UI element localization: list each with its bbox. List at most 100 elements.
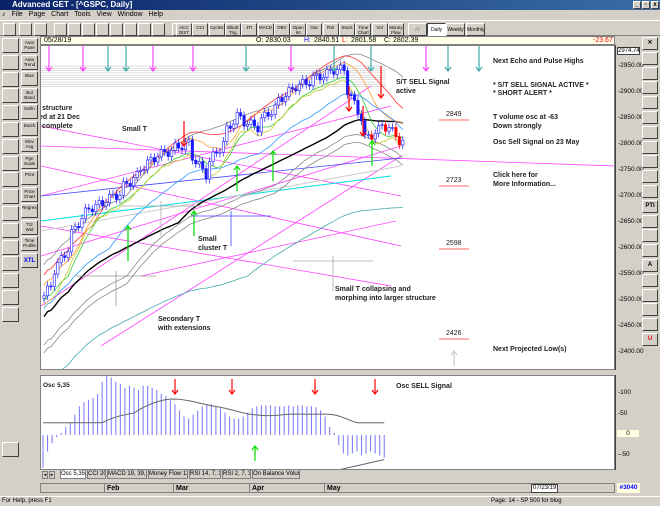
open-icon[interactable] (68, 23, 81, 36)
study-button-jti[interactable]: JTI (241, 23, 258, 36)
tab-osc-5-35[interactable]: Osc 5,35 (60, 470, 86, 479)
price-axis[interactable]: 2974.74 -2950.00 -2900.00 -2850.00 -2800.00… (615, 45, 644, 370)
grid-icon[interactable] (642, 214, 658, 228)
copy-icon[interactable] (642, 318, 658, 332)
rectangle-icon[interactable] (642, 155, 658, 169)
studies-icon[interactable] (2, 88, 19, 104)
expand-icon[interactable] (2, 222, 19, 238)
menu-view[interactable]: View (96, 11, 112, 18)
import-icon[interactable] (110, 23, 123, 36)
date-bar[interactable]: Feb Mar Apr May 07/23/19 (40, 483, 615, 493)
eraser-icon[interactable] (642, 185, 658, 198)
tool-bias[interactable]: Bias (21, 71, 38, 86)
tab-macd-19-39-9[interactable]: MACD 19, 39, 9 (107, 470, 147, 479)
marker-icon[interactable] (642, 288, 658, 302)
menu-window[interactable]: Window (117, 11, 143, 18)
tool-auto-pane[interactable]: Auto Pane (21, 38, 38, 53)
tab-scroll-left-button[interactable]: ◂ (42, 471, 48, 479)
new-icon[interactable] (54, 23, 67, 36)
maximize-button[interactable]: ▫ (642, 1, 650, 9)
tab-rsi-2-7-3[interactable]: RSI 2, 7, 3 (222, 470, 251, 479)
lines-icon[interactable] (2, 256, 19, 272)
study-button-money-flow[interactable]: Money Flow (387, 23, 404, 36)
tool-bol-band[interactable]: Bol Band (21, 87, 38, 103)
tool-auto-trend[interactable]: Auto Trend (21, 54, 38, 70)
menu-chart[interactable]: Chart (51, 11, 69, 18)
settings-icon[interactable] (152, 23, 165, 36)
tool-pgn-scale[interactable]: Pgn Scale (21, 153, 38, 169)
fan-icon[interactable] (642, 140, 658, 154)
text-icon[interactable]: A (642, 259, 658, 272)
study-button-open-int[interactable]: Open Int (290, 23, 307, 36)
study-button-acc-dist[interactable]: ACC DIST (176, 23, 192, 36)
more-info-link-1[interactable]: Click here for (493, 172, 538, 179)
study-button-stock[interactable]: Stock (339, 23, 355, 36)
info-icon[interactable] (642, 244, 658, 258)
tool-t-2-wid[interactable]: T/2 Wid (21, 219, 38, 235)
price-chart[interactable]: structure ed at 21 Dec complete Small T … (40, 45, 615, 370)
print-icon[interactable] (2, 442, 19, 457)
tool-mov-avg[interactable]: Mov Avg (21, 137, 38, 152)
fib-retracement-icon[interactable] (642, 81, 658, 95)
tool-defin[interactable]: Defin (21, 104, 38, 119)
arrow-down-icon[interactable] (2, 138, 19, 154)
copy-icon[interactable] (124, 23, 137, 36)
zoom-icon[interactable] (642, 273, 658, 287)
color-bar-icon[interactable] (642, 229, 658, 243)
study-button-osc[interactable]: Osc (306, 23, 323, 36)
menu-page[interactable]: Page (28, 11, 46, 18)
tab-on-balance-volume[interactable]: On Balance Volume (252, 470, 300, 479)
minimize-button[interactable]: _ (633, 1, 641, 9)
hand-icon[interactable] (3, 23, 16, 36)
study-button-time-chart[interactable]: Time Chart (355, 23, 372, 36)
scale-icon[interactable] (2, 189, 19, 205)
more-info-link-2[interactable]: More Information... (493, 181, 556, 188)
tool-xtl[interactable]: XTL (21, 252, 38, 268)
arrow-left-icon[interactable] (2, 155, 19, 171)
interval-monthly[interactable]: Monthly (466, 23, 485, 36)
quote-icon[interactable] (19, 23, 32, 36)
study-button-elliott-trig[interactable]: Elliott Trig (224, 23, 241, 36)
study-button-vol[interactable]: Vol (371, 23, 388, 36)
ellipse-icon[interactable] (642, 170, 658, 184)
fib-time-icon[interactable] (642, 111, 658, 124)
elliott-wave-icon[interactable] (2, 105, 19, 121)
pattern-icon[interactable] (642, 303, 658, 317)
elliott-icon[interactable] (2, 54, 19, 70)
menu-tools[interactable]: Tools (74, 11, 91, 18)
tool-price-chart[interactable]: Price Chart (21, 186, 38, 202)
close-button[interactable]: x (651, 1, 659, 9)
oscillator-pane[interactable]: Osc 5,35 Osc SELL Signal (40, 375, 615, 470)
tool-print[interactable]: Print (21, 170, 38, 185)
search-icon[interactable] (34, 23, 47, 36)
pencil-icon[interactable] (642, 51, 658, 65)
trendline-icon[interactable] (642, 66, 658, 80)
study-button-cycles[interactable]: Cycles (208, 23, 225, 36)
tab-cci-20[interactable]: CCI 20 (87, 470, 106, 479)
tool-time-profile[interactable]: Time Profile (21, 236, 38, 251)
save-lines-icon[interactable] (2, 273, 19, 289)
tab-money-flow-11[interactable]: Money Flow 11 (148, 470, 188, 479)
compress-icon[interactable] (2, 206, 19, 221)
arc-icon[interactable] (642, 125, 658, 139)
study-button-rsi[interactable]: RSI (322, 23, 339, 36)
menu-help[interactable]: Help (148, 11, 163, 18)
interval-daily[interactable]: Daily (427, 23, 446, 36)
tab-scroll-right-button[interactable]: ▸ (49, 471, 55, 479)
export-icon[interactable] (96, 23, 109, 36)
tool-regression[interactable]: Regression (21, 203, 38, 218)
save-icon[interactable] (82, 23, 95, 36)
crosshair-icon[interactable] (2, 306, 19, 322)
fib-extension-icon[interactable] (642, 96, 658, 110)
study-button-cci[interactable]: CCI (192, 23, 209, 36)
delete-icon[interactable] (138, 23, 151, 36)
open-folder-icon[interactable] (2, 38, 19, 53)
fill-icon[interactable] (2, 290, 19, 305)
arrow-right-icon[interactable] (2, 172, 19, 188)
close-icon[interactable]: ✕ (642, 37, 658, 50)
study-button-macd[interactable]: MACD (257, 23, 274, 36)
tool-dutch[interactable]: Dutch (21, 120, 38, 136)
arrow-up-icon[interactable] (2, 122, 19, 137)
study-button-obv[interactable]: OBV (273, 23, 290, 36)
tab-rsi-14-7-3[interactable]: RSI 14, 7, 3 (189, 470, 221, 479)
